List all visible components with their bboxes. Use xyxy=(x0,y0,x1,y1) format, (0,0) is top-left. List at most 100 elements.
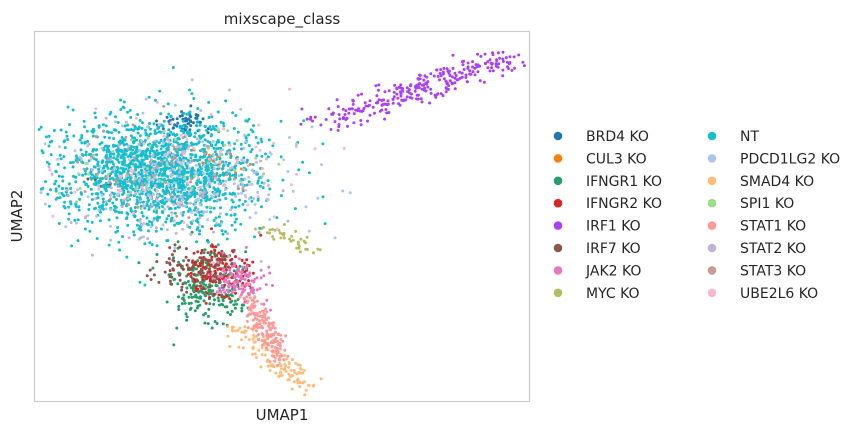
data-point xyxy=(198,232,201,236)
data-point xyxy=(261,186,265,190)
data-point xyxy=(187,134,191,138)
data-point xyxy=(139,176,142,180)
data-point xyxy=(44,180,48,184)
data-point xyxy=(266,341,270,345)
data-point xyxy=(182,210,185,214)
data-point xyxy=(269,340,273,344)
data-point xyxy=(438,78,441,82)
data-point xyxy=(203,152,207,156)
data-point xyxy=(180,285,184,289)
data-point xyxy=(155,260,159,264)
data-point xyxy=(246,292,250,295)
data-point xyxy=(363,101,367,105)
data-point xyxy=(190,295,194,299)
data-point xyxy=(234,205,237,209)
data-point xyxy=(242,296,246,300)
data-point xyxy=(219,153,223,157)
data-point xyxy=(188,119,192,123)
data-point xyxy=(333,236,337,240)
data-point xyxy=(94,116,98,119)
data-point xyxy=(99,179,102,183)
data-point xyxy=(208,198,212,202)
data-point xyxy=(284,334,288,338)
data-point xyxy=(252,296,256,300)
data-point xyxy=(84,182,88,186)
data-point xyxy=(244,284,248,287)
data-point xyxy=(168,193,172,196)
data-point xyxy=(143,189,147,193)
data-point xyxy=(439,92,443,96)
data-point xyxy=(67,194,70,198)
data-point xyxy=(247,279,251,283)
data-point xyxy=(204,283,208,287)
data-point xyxy=(187,216,191,220)
data-point xyxy=(208,285,212,289)
data-point xyxy=(95,176,99,180)
data-point xyxy=(73,190,77,194)
data-point xyxy=(237,267,241,271)
data-point xyxy=(212,153,215,157)
data-point xyxy=(170,217,173,221)
data-point xyxy=(187,192,191,196)
data-point xyxy=(122,170,126,174)
data-point xyxy=(175,174,179,178)
data-point xyxy=(200,268,204,271)
data-point xyxy=(173,249,176,253)
data-point xyxy=(173,206,177,210)
data-point xyxy=(271,349,275,353)
data-point xyxy=(218,149,222,153)
data-point xyxy=(132,156,136,160)
data-point xyxy=(257,319,261,323)
data-point xyxy=(303,393,307,397)
data-point xyxy=(134,177,137,181)
data-point xyxy=(450,75,454,79)
data-point xyxy=(187,302,191,305)
data-point xyxy=(199,185,202,189)
data-point xyxy=(275,216,279,220)
data-point xyxy=(203,210,206,214)
data-point xyxy=(184,247,188,251)
data-point xyxy=(205,172,209,176)
data-point xyxy=(260,324,264,328)
data-point xyxy=(109,157,113,161)
data-point xyxy=(179,129,183,133)
data-point xyxy=(151,192,155,196)
data-point xyxy=(279,155,283,159)
data-point xyxy=(264,283,268,287)
data-point xyxy=(189,174,193,178)
data-point xyxy=(87,142,91,146)
data-point xyxy=(130,173,134,177)
data-point xyxy=(112,156,116,160)
data-point xyxy=(256,326,260,330)
data-point xyxy=(203,193,207,197)
data-point xyxy=(376,88,380,92)
data-point xyxy=(206,176,210,180)
data-point xyxy=(447,84,451,88)
data-point xyxy=(78,138,82,142)
data-point xyxy=(80,141,84,145)
data-point xyxy=(283,362,287,366)
data-point xyxy=(194,213,197,217)
data-point xyxy=(171,117,175,121)
data-point xyxy=(214,143,218,147)
data-point xyxy=(219,120,223,124)
data-point xyxy=(229,313,232,316)
data-point xyxy=(206,240,210,244)
data-point xyxy=(57,174,61,178)
data-point xyxy=(501,50,505,54)
data-point xyxy=(260,174,264,178)
data-point xyxy=(260,346,264,350)
data-point xyxy=(63,166,67,170)
data-point xyxy=(182,259,186,263)
data-point xyxy=(180,152,184,156)
data-point xyxy=(260,353,264,357)
data-point xyxy=(136,218,140,222)
data-point xyxy=(43,142,47,146)
data-point xyxy=(101,197,105,201)
data-point xyxy=(218,198,222,202)
data-point xyxy=(304,247,308,251)
data-point xyxy=(240,283,244,287)
data-point xyxy=(145,180,149,184)
data-point xyxy=(282,236,286,240)
series-stat1-ko xyxy=(238,282,290,367)
